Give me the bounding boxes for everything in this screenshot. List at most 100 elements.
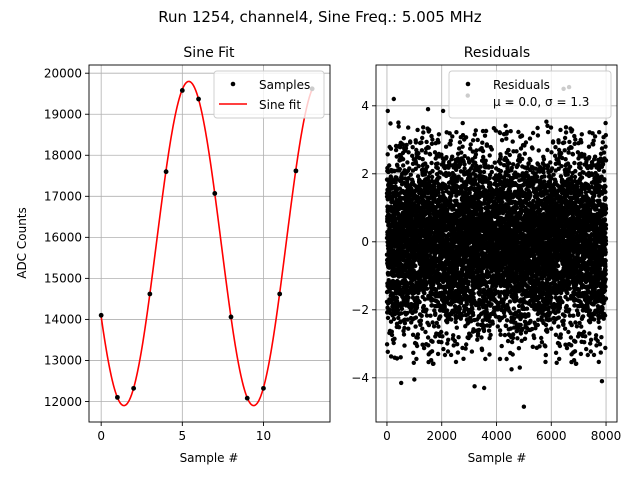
residual-point	[497, 356, 503, 362]
residual-point	[502, 332, 508, 338]
sine-fit-y-tick-label: 12000	[44, 395, 82, 409]
residual-point	[478, 169, 483, 175]
residual-point	[445, 237, 451, 242]
residual-point	[468, 146, 473, 151]
residual-point	[456, 146, 462, 151]
residual-point	[385, 152, 390, 157]
residual-point	[488, 332, 493, 338]
residual-point	[502, 314, 507, 319]
residual-point	[480, 148, 486, 154]
sine-fit-axes: Sine Fit 0 5 10 12000130001400015000160001…	[15, 45, 331, 465]
residual-point	[507, 152, 512, 158]
residual-point	[489, 147, 494, 152]
residual-point	[472, 199, 477, 204]
residual-point	[466, 279, 471, 285]
residual-point	[510, 352, 515, 357]
residual-point	[460, 313, 465, 318]
residual-point	[475, 137, 480, 143]
residual-point	[454, 167, 459, 172]
residual-point	[401, 163, 406, 168]
residual-point	[418, 318, 424, 323]
residual-point	[471, 312, 476, 318]
residual-point	[391, 316, 397, 322]
residual-point	[462, 162, 467, 167]
residual-point	[431, 361, 436, 366]
residual-point	[441, 346, 446, 352]
residual-point	[419, 205, 424, 210]
residual-point	[510, 139, 515, 144]
residual-point	[413, 166, 418, 171]
residual-point	[471, 291, 476, 296]
sample-point	[244, 395, 250, 401]
residual-point	[450, 134, 455, 139]
residual-point	[497, 130, 503, 136]
residual-point	[405, 160, 410, 165]
residuals-plot-area	[384, 84, 609, 409]
residual-point	[385, 349, 390, 354]
residual-point	[431, 324, 437, 329]
residual-point	[385, 315, 391, 321]
residual-point	[425, 164, 430, 169]
residual-point	[443, 144, 449, 149]
residual-point	[442, 304, 447, 310]
residual-point	[492, 160, 497, 165]
residual-point	[464, 301, 469, 307]
residual-point	[426, 145, 431, 150]
residual-point	[403, 146, 409, 151]
residual-point	[397, 166, 402, 172]
residual-point	[429, 349, 435, 354]
legend-samples-label: Samples	[259, 78, 310, 92]
residual-point	[460, 133, 466, 138]
residual-point	[396, 124, 401, 129]
residual-point	[454, 130, 459, 135]
residual-point	[413, 161, 419, 166]
residual-point	[389, 329, 394, 334]
residual-point	[410, 332, 416, 337]
sample-point	[163, 169, 169, 175]
residual-point	[489, 302, 494, 307]
residual-point	[402, 343, 407, 348]
residual-point	[442, 352, 448, 358]
residual-point	[507, 161, 512, 166]
sample-point	[179, 88, 185, 93]
residual-point	[422, 290, 427, 296]
residual-point	[462, 154, 467, 159]
sine-fit-x-tick-label: 10	[256, 429, 271, 443]
residual-point	[483, 158, 488, 163]
sample-point	[277, 291, 283, 297]
residual-point	[449, 317, 454, 322]
residual-point	[430, 339, 435, 344]
residual-point	[463, 346, 468, 351]
residual-point	[421, 345, 427, 351]
residual-point	[388, 146, 394, 151]
residual-point	[468, 333, 473, 338]
residual-point	[472, 178, 478, 183]
residual-point	[393, 147, 399, 153]
residual-point	[417, 155, 422, 161]
sine-fit-y-tick-label: 20000	[44, 67, 82, 81]
residual-point	[439, 152, 444, 157]
residual-point	[487, 153, 492, 158]
residual-point	[436, 140, 441, 145]
residual-point	[419, 187, 424, 193]
residual-point	[433, 288, 439, 293]
residual-point	[517, 153, 522, 158]
residual-point	[504, 356, 509, 362]
residual-point	[428, 313, 433, 318]
residual-point	[474, 148, 479, 153]
residual-point	[421, 130, 426, 135]
residual-point	[407, 166, 412, 171]
residual-point	[489, 164, 495, 169]
residual-point	[440, 190, 446, 195]
residual-point	[421, 125, 426, 130]
residual-point	[482, 133, 488, 138]
residual-point	[451, 207, 456, 212]
residual-point	[464, 342, 469, 347]
residual-point	[445, 320, 450, 325]
residual-point	[387, 163, 392, 168]
residual-point	[403, 268, 408, 273]
residual-point	[456, 335, 461, 340]
residual-point	[470, 138, 476, 143]
residual-point	[451, 333, 456, 338]
